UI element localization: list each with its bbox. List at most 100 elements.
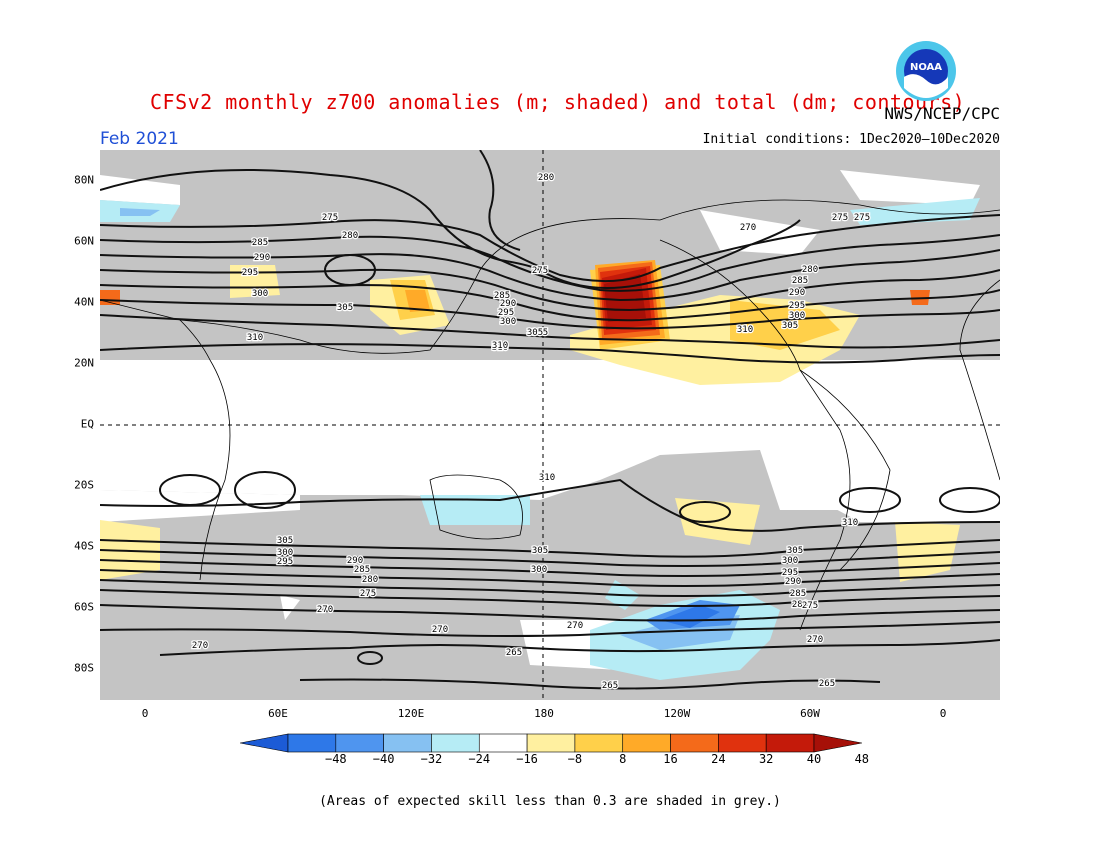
colorbar-segment xyxy=(383,733,432,753)
contour-label: 270 xyxy=(807,635,823,645)
contour-label: 275 xyxy=(532,266,548,276)
contour-label: 280 xyxy=(538,173,554,183)
contour-label: 270 xyxy=(567,621,583,631)
contour-label: 310 xyxy=(737,325,753,335)
y-tick-20s: 20S xyxy=(74,478,94,492)
y-tick-60s: 60S xyxy=(74,600,94,614)
contour-label: 275 xyxy=(322,213,338,223)
contour-label: 305 xyxy=(787,546,803,556)
contour-label: 310 xyxy=(492,341,508,351)
contour-label: 290 xyxy=(500,299,516,309)
contour-label: 280 xyxy=(342,231,358,241)
colorbar-label: −48 xyxy=(324,752,347,766)
contour-label: 300 xyxy=(500,317,516,327)
contour-label: 285 xyxy=(252,238,268,248)
contour-label: 270 xyxy=(192,641,208,651)
anomaly-map: 2752802752802852902953003053053102852902… xyxy=(100,150,1000,700)
colorbar-label: 16 xyxy=(663,752,678,766)
y-tick-eq: EQ xyxy=(80,417,94,431)
contour-label: 305 xyxy=(532,546,548,556)
colorbar-label: 8 xyxy=(619,752,627,766)
colorbar-segment xyxy=(670,733,719,753)
contour-label: 280 xyxy=(362,575,378,585)
contour-label: 290 xyxy=(789,288,805,298)
contour-label: 280 xyxy=(802,265,818,275)
forecast-month: Feb 2021 xyxy=(100,129,179,149)
colorbar-label: −32 xyxy=(420,752,443,766)
x-tick-120w: 120W xyxy=(663,707,691,720)
y-tick-80n: 80N xyxy=(74,173,94,187)
colorbar-label: −40 xyxy=(372,752,395,766)
contour-label: 285 xyxy=(354,565,370,575)
colorbar-segment xyxy=(478,733,528,753)
y-tick-20n: 20N xyxy=(74,356,94,370)
contour-label: 300 xyxy=(277,548,293,558)
y-tick-40n: 40N xyxy=(74,295,94,309)
agency-label: NWS/NCEP/CPC xyxy=(884,104,1000,123)
colorbar-segment xyxy=(622,733,671,753)
contour-label: 270 xyxy=(740,223,756,233)
contour-label: 295 xyxy=(789,301,805,311)
contour-labels: 2752802752802852902953003053053102852902… xyxy=(191,172,872,693)
contour-label: 295 xyxy=(498,308,514,318)
contour-label: 300 xyxy=(782,556,798,566)
contour-label: 265 xyxy=(602,681,618,691)
colorbar xyxy=(240,733,862,753)
colorbar-segment xyxy=(335,733,384,753)
x-tick-0-east: 0 xyxy=(939,707,947,720)
x-tick-120e: 120E xyxy=(397,707,425,720)
contour-label: 310 xyxy=(247,333,263,343)
colorbar-segment xyxy=(574,733,624,753)
colorbar-label: 24 xyxy=(711,752,726,766)
colorbar-label: −16 xyxy=(516,752,538,766)
x-tick-0: 0 xyxy=(141,707,149,720)
contour-label: 290 xyxy=(785,577,801,587)
colorbar-segment xyxy=(718,733,767,753)
contour-label: 290 xyxy=(254,253,270,263)
contour-label: 290 xyxy=(347,556,363,566)
contour-label: 300 xyxy=(252,289,268,299)
colorbar-label: 32 xyxy=(758,752,774,766)
contour-label: 270 xyxy=(432,625,448,635)
contour-label: 275 xyxy=(802,601,818,611)
contour-label: 275 xyxy=(832,213,848,223)
footnote: (Areas of expected skill less than 0.3 a… xyxy=(319,794,781,809)
contour-label: 310 xyxy=(492,343,508,353)
contour-label: 305 xyxy=(532,328,548,338)
colorbar-label: 40 xyxy=(806,752,822,766)
contour-label: 310 xyxy=(842,518,858,528)
y-tick-40s: 40S xyxy=(74,539,94,553)
colorbar-label: 48 xyxy=(854,752,870,766)
initial-conditions: Initial conditions: 1Dec2020—10Dec2020 xyxy=(702,132,1000,147)
contour-label: 270 xyxy=(317,605,333,615)
svg-text:NOAA: NOAA xyxy=(910,62,942,73)
colorbar-segment xyxy=(526,733,576,753)
contour-label: 305 xyxy=(782,321,798,331)
contour-label: 295 xyxy=(242,268,258,278)
contour-label: 265 xyxy=(819,679,835,689)
contour-label: 305 xyxy=(277,536,293,546)
contour-label: 275 xyxy=(360,589,376,599)
contour-label: 275 xyxy=(854,213,870,223)
contour-label: 310 xyxy=(539,473,555,483)
colorbar-arrow-high xyxy=(813,733,862,753)
contour-label: 285 xyxy=(790,589,806,599)
y-tick-80s: 80S xyxy=(74,661,94,675)
x-tick-60e: 60E xyxy=(268,707,288,720)
chart-title: CFSv2 monthly z700 anomalies (m; shaded)… xyxy=(150,90,966,114)
contour-label: 285 xyxy=(792,276,808,286)
colorbar-arrow-low xyxy=(240,733,289,753)
x-tick-180: 180 xyxy=(534,707,554,720)
colorbar-label: −8 xyxy=(567,752,583,766)
colorbar-label: −24 xyxy=(468,752,491,766)
contour-label: 300 xyxy=(531,565,547,575)
colorbar-segment xyxy=(765,733,815,753)
contour-label: 305 xyxy=(527,328,543,338)
contour-label: 300 xyxy=(789,311,805,321)
contour-label: 295 xyxy=(782,568,798,578)
contour-label: 295 xyxy=(277,557,293,567)
colorbar-segment xyxy=(431,733,480,753)
contour-label: 285 xyxy=(494,291,510,301)
y-tick-60n: 60N xyxy=(74,234,94,248)
contour-label: 265 xyxy=(506,648,522,658)
